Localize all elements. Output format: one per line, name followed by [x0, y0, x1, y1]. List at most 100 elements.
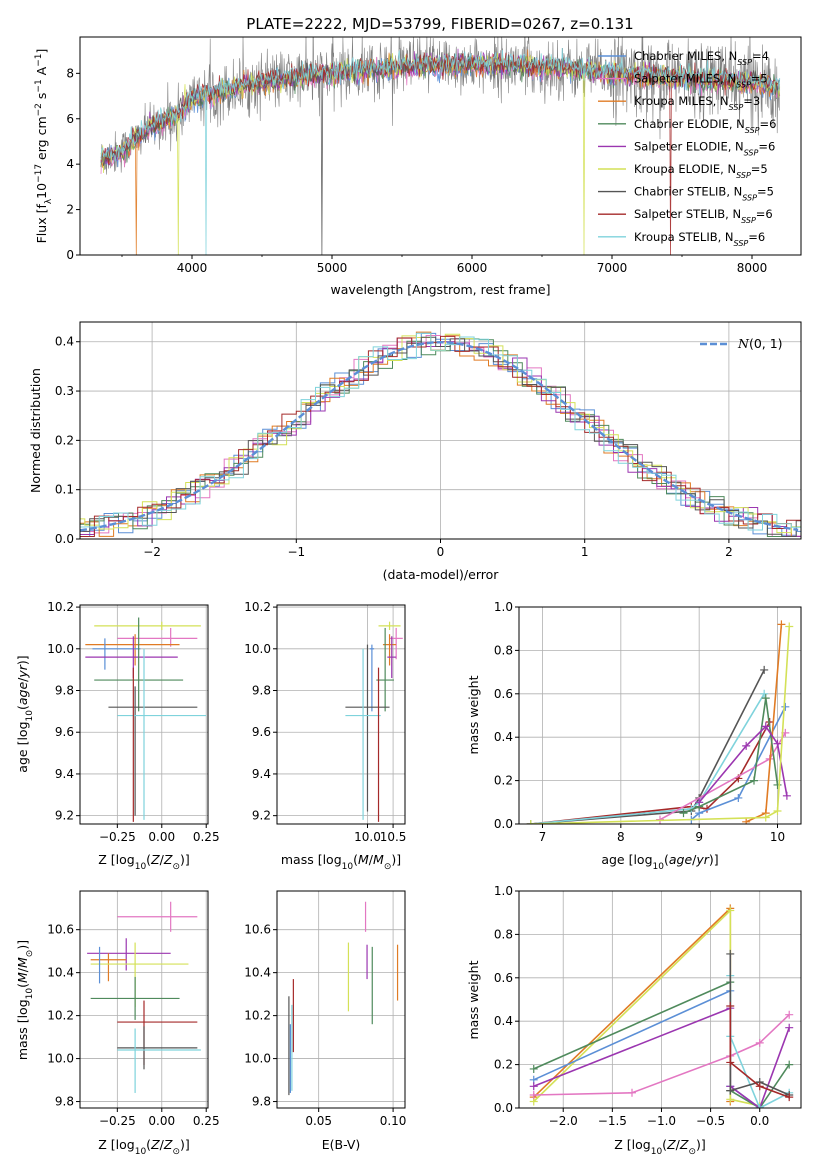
x-tick-label: 10.5: [380, 830, 407, 844]
weight-marker-salpeter_elodie: [782, 791, 791, 800]
mass_vs_Z-panel: −0.25 0.00 0.25 9.8 10.0 10.2 10.4 10.6 Z [log10…: [15, 890, 220, 1157]
weight-marker-kroupa_elodie: [726, 1095, 735, 1104]
y-tick-label: 9.2: [55, 809, 74, 823]
mass_vs_EBV-plot-area: [288, 901, 399, 1096]
y-tick-label: 0.4: [55, 335, 74, 349]
weight-line-salpeter_stelib: [729, 1006, 790, 1098]
legend-label-chabrier_elodie: Chabrier ELODIE, NSSP=6: [634, 117, 776, 135]
x-tick-label: 9: [695, 830, 703, 844]
x-tick-label: −1.0: [647, 1114, 676, 1128]
histogram-chabrier_stelib: [80, 336, 801, 537]
x-tick-label: 0: [437, 545, 445, 559]
weight-marker-kroupa_elodie: [773, 806, 782, 815]
weight-line-kroupa_elodie: [530, 626, 791, 824]
legend-label-salpeter_elodie: Salpeter ELODIE, NSSP=6: [634, 139, 775, 157]
y-tick-label: 0.4: [494, 730, 513, 744]
y-tick-label: 6: [66, 112, 74, 126]
mass-vs-ebv-x-label: E(B-V): [322, 1137, 361, 1152]
age_vs_Z-plot-area: [85, 617, 207, 822]
x-tick-label: 6000: [457, 261, 488, 275]
weight-marker-salpeter_stelib: [726, 1058, 735, 1067]
y-tick-label: 9.4: [55, 767, 74, 781]
weight-marker-salpeter_miles: [529, 1090, 538, 1099]
y-tick-label: 10.0: [244, 642, 271, 656]
weight-marker-chabrier_elodie: [679, 809, 688, 818]
weight_vs_Z-panel: −2.0 −1.5 −1.0 −0.5 0.0 0.0 0.2 0.4 0.6 0.8 1.0 Z […: [466, 884, 802, 1157]
y-tick-label: 10.6: [47, 923, 74, 937]
weight-marker-chabrier_stelib: [726, 949, 735, 958]
weight-marker-salpeter_elodie: [742, 741, 751, 750]
y-tick-label: 10.2: [244, 600, 271, 614]
y-tick-label: 10.4: [47, 966, 74, 980]
weight-marker-chabrier_miles: [734, 793, 743, 802]
weight-marker-kroupa_miles: [777, 620, 786, 629]
age-vs-mass-x-label: mass [log10(M/M⊙)]: [281, 852, 401, 872]
weight-marker-kroupa_elodie: [785, 622, 794, 631]
y-tick-label: 1.0: [494, 884, 513, 898]
x-tick-label: 0.10: [380, 1114, 407, 1128]
histogram-kroupa_miles: [80, 331, 801, 537]
weight_vs_age-panel: 7 8 9 10 0.0 0.2 0.4 0.6 0.8 1.0 age [log10(age/yr…: [466, 600, 802, 872]
x-tick-label: 1: [581, 545, 589, 559]
legend-label-kroupa_miles: Kroupa MILES, NSSP=3: [634, 94, 760, 112]
y-tick-label: 4: [66, 157, 74, 171]
axes-frame: [79, 890, 209, 1109]
y-tick-label: 9.8: [252, 684, 271, 698]
x-tick-label: 0.00: [148, 1114, 175, 1128]
x-tick-label: 7: [539, 830, 547, 844]
x-tick-label: 8000: [737, 261, 768, 275]
weight-marker-salpeter_elodie: [785, 1023, 794, 1032]
y-tick-label: 9.4: [252, 767, 271, 781]
residuals-panel: −2 −1 0 1 2 0.0 0.1 0.2 0.3 0.4 (data-model)/error…: [28, 321, 802, 582]
figure-title: PLATE=2222, MJD=53799, FIBERID=0267, z=0…: [246, 15, 633, 33]
spectrum-model-kroupa_stelib: [100, 47, 781, 255]
x-tick-label: −1: [287, 545, 305, 559]
y-tick-label: 8: [66, 66, 74, 80]
spectrum-plot-area: [100, 37, 781, 255]
mass-vs-Z-x-label: Z [log10(Z/Z⊙)]: [98, 1137, 190, 1157]
y-tick-label: 10.0: [244, 1052, 271, 1066]
weight-vs-age-y-label: mass weight: [466, 675, 481, 754]
mass_vs_EBV-panel: 0.05 0.10 9.8 10.0 10.2 10.4 10.6 E(B-V): [244, 890, 407, 1152]
weight-marker-chabrier_elodie: [761, 694, 770, 703]
spectrum-panel: 4000 5000 6000 7000 8000 0 2 4 6 8 wavelength [Ang…: [34, 36, 802, 297]
y-tick-label: 0.1: [55, 483, 74, 497]
x-tick-label: 10: [770, 830, 785, 844]
mass_vs_Z-plot-area: [87, 901, 201, 1093]
weight_vs_age-plot-area: [526, 620, 794, 824]
y-tick-label: 0.2: [494, 1058, 513, 1072]
residuals-y-label: Normed distribution: [28, 368, 43, 493]
x-tick-label: 0.25: [193, 830, 220, 844]
y-tick-label: 10.2: [47, 600, 74, 614]
y-tick-label: 10.0: [47, 642, 74, 656]
weight-marker-kroupa_elodie: [526, 820, 535, 824]
weight-marker-kroupa_stelib: [755, 1104, 764, 1108]
y-tick-label: 0.2: [55, 433, 74, 447]
y-tick-label: 0.0: [494, 817, 513, 831]
weight-marker-salpeter_elodie: [773, 739, 782, 748]
weight-marker-chabrier_elodie: [529, 1064, 538, 1073]
y-tick-label: 0.8: [494, 927, 513, 941]
normal-curve: [80, 340, 799, 532]
weight-marker-kroupa_miles: [742, 817, 751, 824]
residuals-plot-area: [80, 331, 801, 537]
x-tick-label: 10.0: [354, 830, 381, 844]
y-tick-label: 0.0: [55, 532, 74, 546]
y-tick-label: 9.6: [252, 725, 271, 739]
x-tick-label: −2.0: [549, 1114, 578, 1128]
age_vs_Z-panel: −0.25 0.00 0.25 9.2 9.4 9.6 9.8 10.0 10.2 Z [log1…: [15, 600, 220, 872]
legend-label-kroupa_stelib: Kroupa STELIB, NSSP=6: [634, 230, 765, 248]
legend-label-salpeter_miles: Salpeter MILES, NSSP=5: [634, 72, 768, 90]
weight-marker-kroupa_elodie: [761, 813, 770, 822]
legend-label-chabrier_stelib: Chabrier STELIB, NSSP=5: [634, 185, 774, 203]
y-tick-label: 0.4: [494, 1014, 513, 1028]
y-tick-label: 9.2: [252, 809, 271, 823]
legend-label-salpeter_stelib: Salpeter STELIB, NSSP=6: [634, 207, 773, 225]
y-tick-label: 9.8: [252, 1095, 271, 1109]
x-tick-label: 0.00: [148, 830, 175, 844]
weight-line-chabrier_miles: [690, 706, 787, 821]
weight-marker-chabrier_stelib: [760, 665, 769, 674]
residuals-x-label: (data-model)/error: [383, 567, 500, 582]
weight-marker-salpeter_stelib: [726, 1002, 735, 1011]
